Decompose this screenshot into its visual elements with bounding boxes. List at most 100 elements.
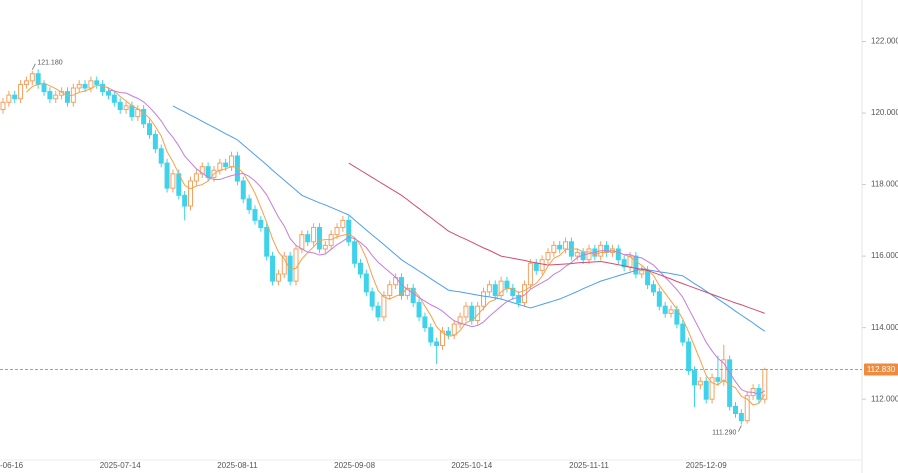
candle-body <box>105 91 111 96</box>
candle-body <box>533 262 539 271</box>
moving-average-line <box>348 162 765 314</box>
candle-body <box>539 259 545 271</box>
candle-body <box>498 280 504 296</box>
candle-body <box>252 209 258 221</box>
candle-body <box>322 244 328 250</box>
candle-body <box>147 123 152 135</box>
candle-body <box>738 412 744 422</box>
candle-body <box>0 101 6 110</box>
y-tick-label: 122.000 <box>871 37 898 46</box>
candle-body <box>574 252 580 257</box>
candle-body <box>258 219 264 228</box>
low-label: 111.290 <box>712 429 736 436</box>
y-tick-label: 118.000 <box>871 180 898 189</box>
candle-body <box>293 248 299 282</box>
candle-body <box>428 327 434 343</box>
x-tick-label: 2025-10-14 <box>451 461 492 470</box>
candle-body <box>375 305 381 318</box>
candle-body <box>223 162 229 168</box>
candle-body <box>621 259 627 268</box>
candle-body <box>270 255 276 282</box>
candle-body <box>604 244 610 254</box>
candle-body <box>451 323 457 336</box>
candle-body <box>557 244 563 250</box>
candle-body <box>246 198 252 211</box>
candle-body <box>440 330 445 347</box>
candle-body <box>762 369 768 400</box>
candle-body <box>469 305 475 321</box>
candle-body <box>41 83 47 93</box>
moving-average-line <box>108 89 766 395</box>
candle-body <box>369 291 375 307</box>
candle-body <box>64 91 70 103</box>
plot-area <box>0 69 768 425</box>
candle-body <box>486 284 492 293</box>
high-label: 121.180 <box>37 60 62 67</box>
candle-body <box>410 287 416 304</box>
candle-body <box>229 155 235 168</box>
candle-body <box>662 305 668 314</box>
high-marker <box>31 63 36 71</box>
candle-body <box>35 73 41 85</box>
candle-body <box>615 248 621 261</box>
candle-body <box>47 91 53 100</box>
candle-body <box>170 173 176 189</box>
candle-body <box>100 83 106 93</box>
candle-body <box>709 377 715 400</box>
candle-body <box>152 133 158 150</box>
candle-body <box>475 305 481 321</box>
candle-body <box>668 309 674 314</box>
candle-body <box>363 273 369 293</box>
candle-body <box>287 255 293 282</box>
candle-body <box>264 226 270 257</box>
candle-body <box>76 83 82 89</box>
candle-body <box>188 180 194 207</box>
candle-body <box>551 244 557 254</box>
y-tick-label: 116.000 <box>871 251 898 260</box>
candle-body <box>135 108 141 118</box>
candle-body <box>527 262 533 286</box>
candle-body <box>457 316 463 325</box>
candle-body <box>691 370 697 386</box>
candle-body <box>416 302 422 318</box>
x-tick-label: -06-16 <box>0 461 24 470</box>
candle-body <box>434 341 440 347</box>
candle-body <box>117 101 123 110</box>
candle-body <box>744 395 750 422</box>
candle-body <box>697 380 703 386</box>
x-tick-label: 2025-11-11 <box>569 461 609 470</box>
candle-body <box>510 287 516 296</box>
candle-body <box>545 252 551 261</box>
candle-body <box>182 194 188 207</box>
candle-body <box>234 155 240 182</box>
low-marker <box>737 425 742 432</box>
candle-body <box>422 316 428 329</box>
candle-body <box>445 330 451 336</box>
candle-body <box>217 162 223 171</box>
candle-body <box>158 148 164 164</box>
candle-body <box>504 280 510 289</box>
candle-body <box>352 241 358 264</box>
candle-body <box>141 108 147 125</box>
candle-body <box>645 269 651 286</box>
candle-body <box>680 323 686 343</box>
candle-body <box>463 305 469 318</box>
candle-body <box>733 405 738 414</box>
y-tick-label: 120.000 <box>871 108 898 117</box>
candle-body <box>53 94 59 100</box>
moving-average-line <box>172 105 766 332</box>
candle-body <box>650 284 656 293</box>
candle-body <box>29 73 35 82</box>
candle-body <box>357 262 363 275</box>
candle-body <box>703 380 709 400</box>
candle-body <box>129 105 135 118</box>
candle-body <box>340 219 346 228</box>
y-tick-label: 114.000 <box>871 323 898 332</box>
moving-average-line <box>26 82 766 406</box>
candle-body <box>316 226 322 250</box>
candle-body <box>299 234 305 250</box>
x-tick-label: 2025-08-11 <box>217 461 258 470</box>
candle-body <box>311 226 317 243</box>
